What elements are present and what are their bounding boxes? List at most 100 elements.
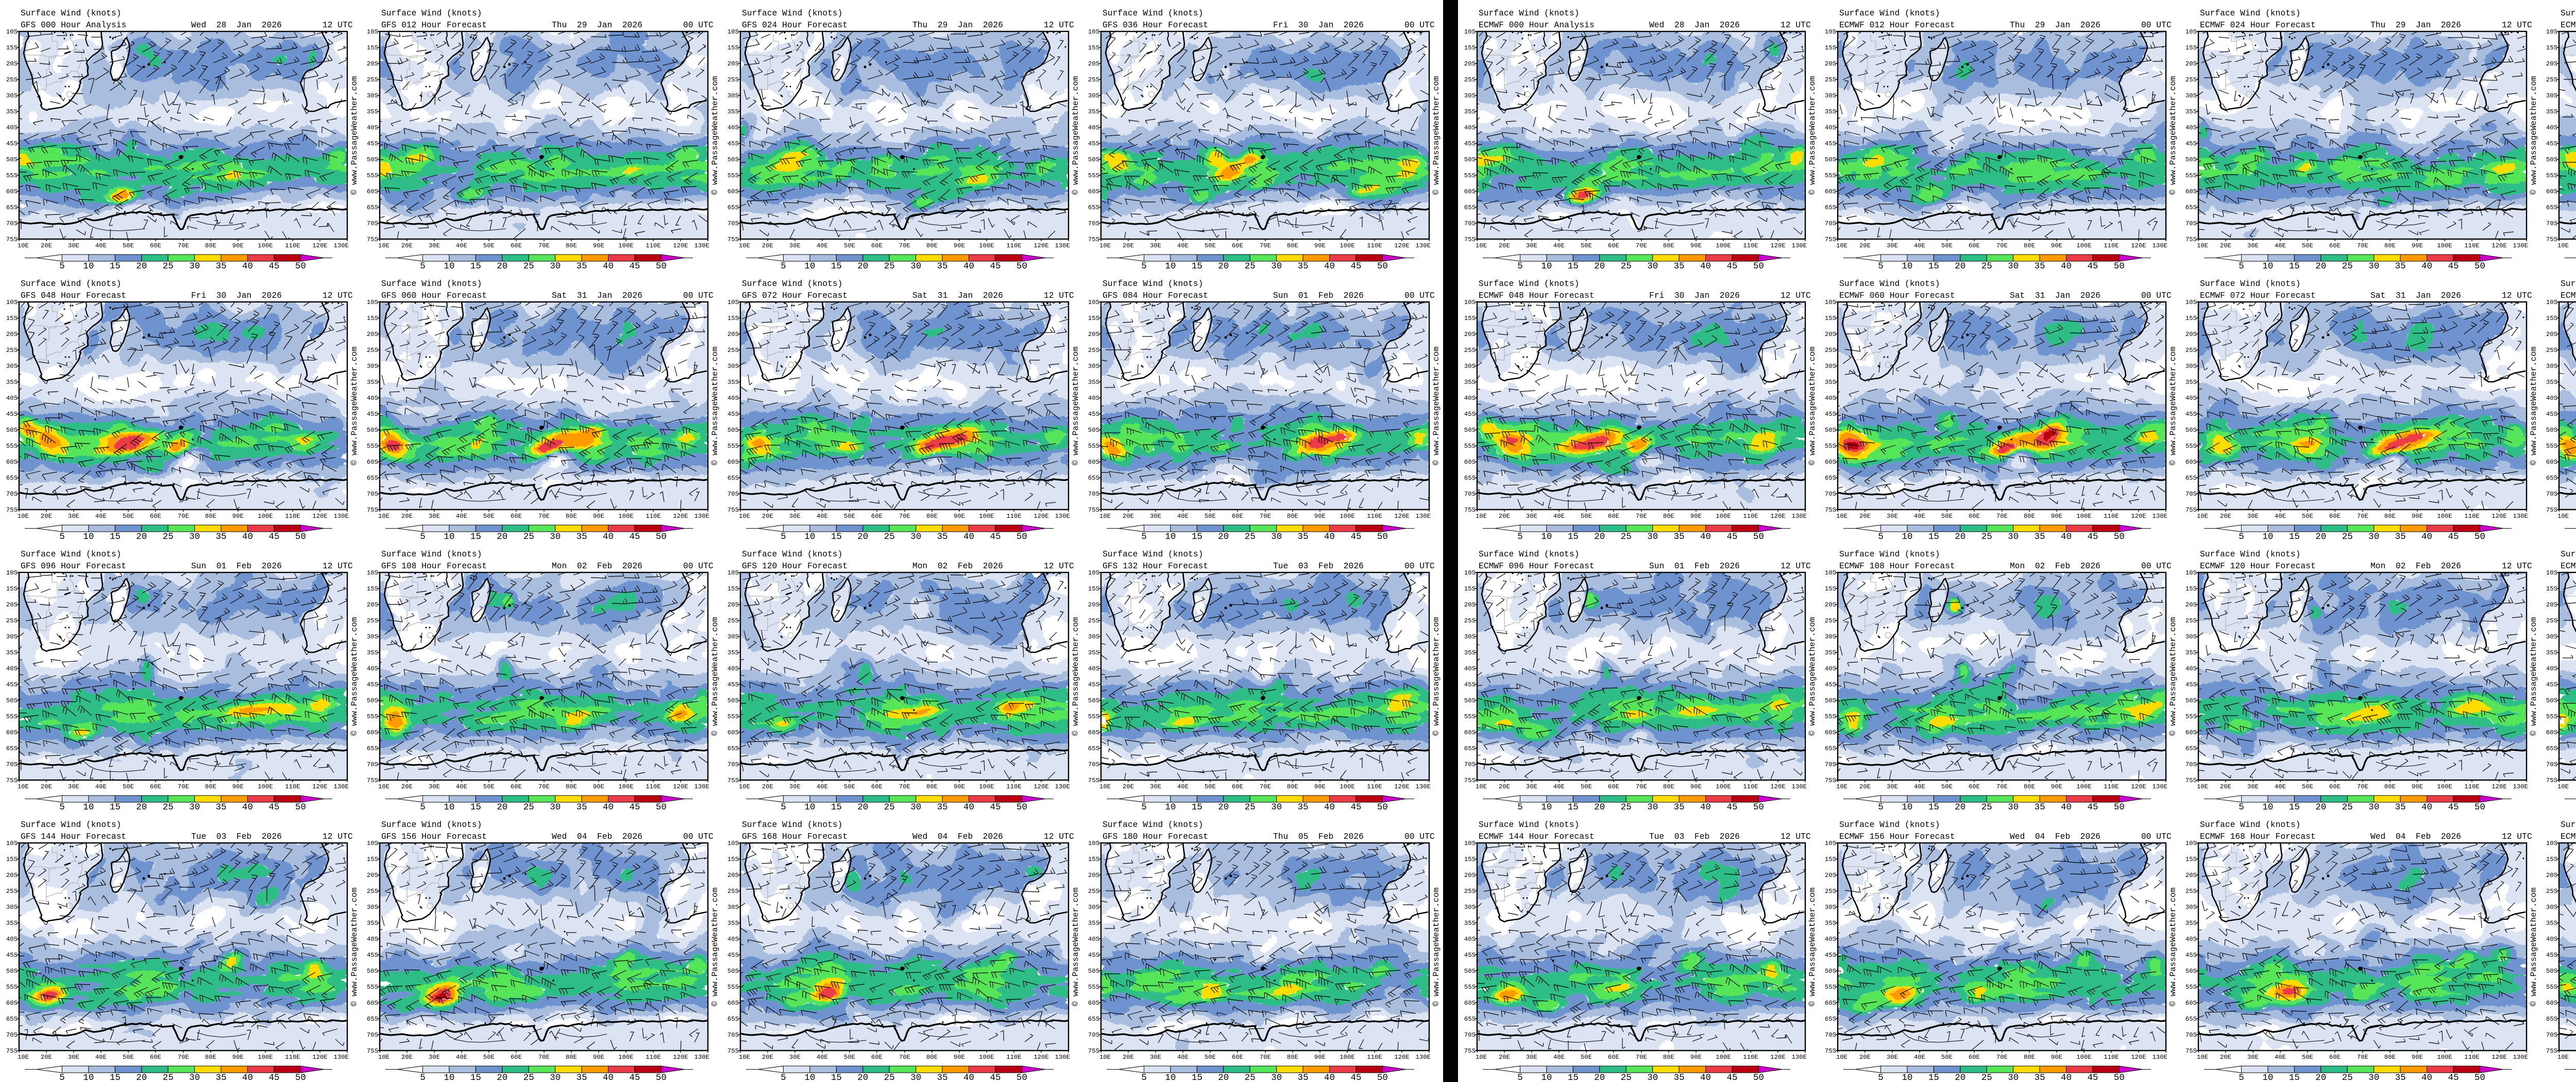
svg-text:Thu 29 Jan 2026: Thu 29 Jan 2026: [2370, 20, 2461, 30]
svg-text:Surface Wind (knots): Surface Wind (knots): [2561, 820, 2576, 830]
svg-text:Fri 30 Jan 2026: Fri 30 Jan 2026: [1649, 291, 1740, 300]
svg-text:Surface Wind (knots): Surface Wind (knots): [2561, 8, 2576, 18]
svg-text:Mon 02 Feb 2026: Mon 02 Feb 2026: [2370, 561, 2461, 571]
svg-text:Fri 30 Jan 2026: Fri 30 Jan 2026: [191, 291, 282, 300]
svg-text:12 UTC: 12 UTC: [2502, 20, 2532, 30]
svg-text:Surface Wind (knots): Surface Wind (knots): [1479, 820, 1579, 830]
svg-text:Surface Wind (knots): Surface Wind (knots): [2200, 820, 2300, 830]
svg-text:Sun 01 Feb 2026: Sun 01 Feb 2026: [1649, 561, 1740, 571]
svg-text:Wed 04 Feb 2026: Wed 04 Feb 2026: [912, 832, 1003, 841]
svg-text:GFS 180 Hour Forecast: GFS 180 Hour Forecast: [1103, 832, 1208, 841]
svg-text:GFS 048 Hour Forecast: GFS 048 Hour Forecast: [21, 291, 126, 300]
svg-text:GFS 168 Hour Forecast: GFS 168 Hour Forecast: [742, 832, 848, 841]
svg-text:Thu 05 Feb 2026: Thu 05 Feb 2026: [1273, 832, 1364, 841]
svg-text:Surface Wind (knots): Surface Wind (knots): [21, 549, 121, 559]
svg-text:12 UTC: 12 UTC: [1044, 20, 1074, 30]
svg-text:GFS 012 Hour Forecast: GFS 012 Hour Forecast: [381, 20, 487, 30]
svg-text:Surface Wind (knots): Surface Wind (knots): [1839, 8, 1940, 18]
svg-text:12 UTC: 12 UTC: [2502, 832, 2532, 841]
svg-text:Surface Wind (knots): Surface Wind (knots): [1479, 8, 1579, 18]
svg-text:GFS 156 Hour Forecast: GFS 156 Hour Forecast: [381, 832, 487, 841]
svg-text:GFS 084 Hour Forecast: GFS 084 Hour Forecast: [1103, 291, 1208, 300]
svg-text:ECMWF 180 Hour Forecast: ECMWF 180 Hour Forecast: [2561, 832, 2576, 841]
svg-text:00 UTC: 00 UTC: [2141, 20, 2172, 30]
svg-text:Surface Wind (knots): Surface Wind (knots): [381, 8, 482, 18]
svg-text:Surface Wind (knots): Surface Wind (knots): [2561, 279, 2576, 289]
svg-text:00 UTC: 00 UTC: [1404, 832, 1435, 841]
svg-text:Surface Wind (knots): Surface Wind (knots): [381, 820, 482, 830]
svg-text:Surface Wind (knots): Surface Wind (knots): [381, 549, 482, 559]
svg-text:ECMWF 024 Hour Forecast: ECMWF 024 Hour Forecast: [2200, 20, 2316, 30]
svg-text:GFS 024 Hour Forecast: GFS 024 Hour Forecast: [742, 20, 848, 30]
svg-text:00 UTC: 00 UTC: [1404, 291, 1435, 300]
svg-text:Sun 01 Feb 2026: Sun 01 Feb 2026: [1273, 291, 1364, 300]
svg-text:Wed 04 Feb 2026: Wed 04 Feb 2026: [2010, 832, 2100, 841]
svg-text:Surface Wind (knots): Surface Wind (knots): [1103, 8, 1203, 18]
svg-text:00 UTC: 00 UTC: [683, 832, 714, 841]
svg-text:GFS 144 Hour Forecast: GFS 144 Hour Forecast: [21, 832, 126, 841]
svg-text:Surface Wind (knots): Surface Wind (knots): [2200, 8, 2300, 18]
svg-text:12 UTC: 12 UTC: [1781, 20, 1811, 30]
svg-text:Surface Wind (knots): Surface Wind (knots): [1103, 279, 1203, 289]
svg-text:12 UTC: 12 UTC: [323, 20, 353, 30]
svg-text:Wed 04 Feb 2026: Wed 04 Feb 2026: [2370, 832, 2461, 841]
svg-text:Fri 30 Jan 2026: Fri 30 Jan 2026: [1273, 20, 1364, 30]
svg-text:GFS 036 Hour Forecast: GFS 036 Hour Forecast: [1103, 20, 1208, 30]
svg-text:GFS 072 Hour Forecast: GFS 072 Hour Forecast: [742, 291, 848, 300]
svg-text:Surface Wind (knots): Surface Wind (knots): [742, 549, 842, 559]
svg-text:ECMWF 072 Hour Forecast: ECMWF 072 Hour Forecast: [2200, 291, 2316, 300]
svg-text:00 UTC: 00 UTC: [1404, 20, 1435, 30]
svg-text:12 UTC: 12 UTC: [2502, 561, 2532, 571]
svg-text:12 UTC: 12 UTC: [2502, 291, 2532, 300]
svg-text:Tue 03 Feb 2026: Tue 03 Feb 2026: [1649, 832, 1740, 841]
svg-text:Mon 02 Feb 2026: Mon 02 Feb 2026: [2010, 561, 2100, 571]
svg-text:00 UTC: 00 UTC: [2141, 561, 2172, 571]
svg-text:12 UTC: 12 UTC: [1044, 561, 1074, 571]
svg-text:12 UTC: 12 UTC: [1781, 561, 1811, 571]
svg-text:Thu 29 Jan 2026: Thu 29 Jan 2026: [912, 20, 1003, 30]
svg-text:ECMWF 048 Hour Forecast: ECMWF 048 Hour Forecast: [1479, 291, 1595, 300]
svg-text:Surface Wind (knots): Surface Wind (knots): [2200, 549, 2300, 559]
svg-text:Surface Wind (knots): Surface Wind (knots): [1839, 820, 1940, 830]
svg-text:00 UTC: 00 UTC: [2141, 832, 2172, 841]
svg-text:GFS 000 Hour Analysis: GFS 000 Hour Analysis: [21, 20, 126, 30]
svg-text:Thu 29 Jan 2026: Thu 29 Jan 2026: [552, 20, 642, 30]
svg-text:12 UTC: 12 UTC: [1781, 291, 1811, 300]
svg-text:Surface Wind (knots): Surface Wind (knots): [1103, 820, 1203, 830]
svg-text:GFS 120 Hour Forecast: GFS 120 Hour Forecast: [742, 561, 848, 571]
svg-text:ECMWF 132 Hour Forecast: ECMWF 132 Hour Forecast: [2561, 561, 2576, 571]
svg-text:Surface Wind (knots): Surface Wind (knots): [1839, 549, 1940, 559]
svg-text:Sat 31 Jan 2026: Sat 31 Jan 2026: [912, 291, 1003, 300]
svg-text:Sun 01 Feb 2026: Sun 01 Feb 2026: [191, 561, 282, 571]
svg-text:ECMWF 084 Hour Forecast: ECMWF 084 Hour Forecast: [2561, 291, 2576, 300]
svg-text:ECMWF 060 Hour Forecast: ECMWF 060 Hour Forecast: [1839, 291, 1955, 300]
svg-text:Surface Wind (knots): Surface Wind (knots): [1479, 279, 1579, 289]
svg-text:ECMWF 108 Hour Forecast: ECMWF 108 Hour Forecast: [1839, 561, 1955, 571]
svg-text:ECMWF 012 Hour Forecast: ECMWF 012 Hour Forecast: [1839, 20, 1955, 30]
svg-text:12 UTC: 12 UTC: [323, 291, 353, 300]
svg-text:Sat 31 Jan 2026: Sat 31 Jan 2026: [552, 291, 642, 300]
svg-text:Surface Wind (knots): Surface Wind (knots): [1839, 279, 1940, 289]
svg-text:00 UTC: 00 UTC: [2141, 291, 2172, 300]
svg-text:Surface Wind (knots): Surface Wind (knots): [21, 8, 121, 18]
svg-text:Tue 03 Feb 2026: Tue 03 Feb 2026: [1273, 561, 1364, 571]
svg-text:ECMWF 168 Hour Forecast: ECMWF 168 Hour Forecast: [2200, 832, 2316, 841]
svg-text:Wed 04 Feb 2026: Wed 04 Feb 2026: [552, 832, 642, 841]
svg-text:ECMWF 120 Hour Forecast: ECMWF 120 Hour Forecast: [2200, 561, 2316, 571]
svg-text:00 UTC: 00 UTC: [683, 20, 714, 30]
svg-text:12 UTC: 12 UTC: [1044, 832, 1074, 841]
svg-text:Surface Wind (knots): Surface Wind (knots): [742, 8, 842, 18]
svg-text:Surface Wind (knots): Surface Wind (knots): [2561, 549, 2576, 559]
svg-text:12 UTC: 12 UTC: [1781, 832, 1811, 841]
svg-text:Wed 28 Jan 2026: Wed 28 Jan 2026: [191, 20, 282, 30]
svg-text:ECMWF 156 Hour Forecast: ECMWF 156 Hour Forecast: [1839, 832, 1955, 841]
svg-text:00 UTC: 00 UTC: [683, 291, 714, 300]
svg-text:12 UTC: 12 UTC: [323, 561, 353, 571]
svg-text:12 UTC: 12 UTC: [323, 832, 353, 841]
svg-text:GFS 108 Hour Forecast: GFS 108 Hour Forecast: [381, 561, 487, 571]
svg-text:Surface Wind (knots): Surface Wind (knots): [1479, 549, 1579, 559]
svg-text:ECMWF 036 Hour Forecast: ECMWF 036 Hour Forecast: [2561, 20, 2576, 30]
svg-text:Mon 02 Feb 2026: Mon 02 Feb 2026: [552, 561, 642, 571]
svg-text:Thu 29 Jan 2026: Thu 29 Jan 2026: [2010, 20, 2100, 30]
svg-text:ECMWF 096 Hour Forecast: ECMWF 096 Hour Forecast: [1479, 561, 1595, 571]
